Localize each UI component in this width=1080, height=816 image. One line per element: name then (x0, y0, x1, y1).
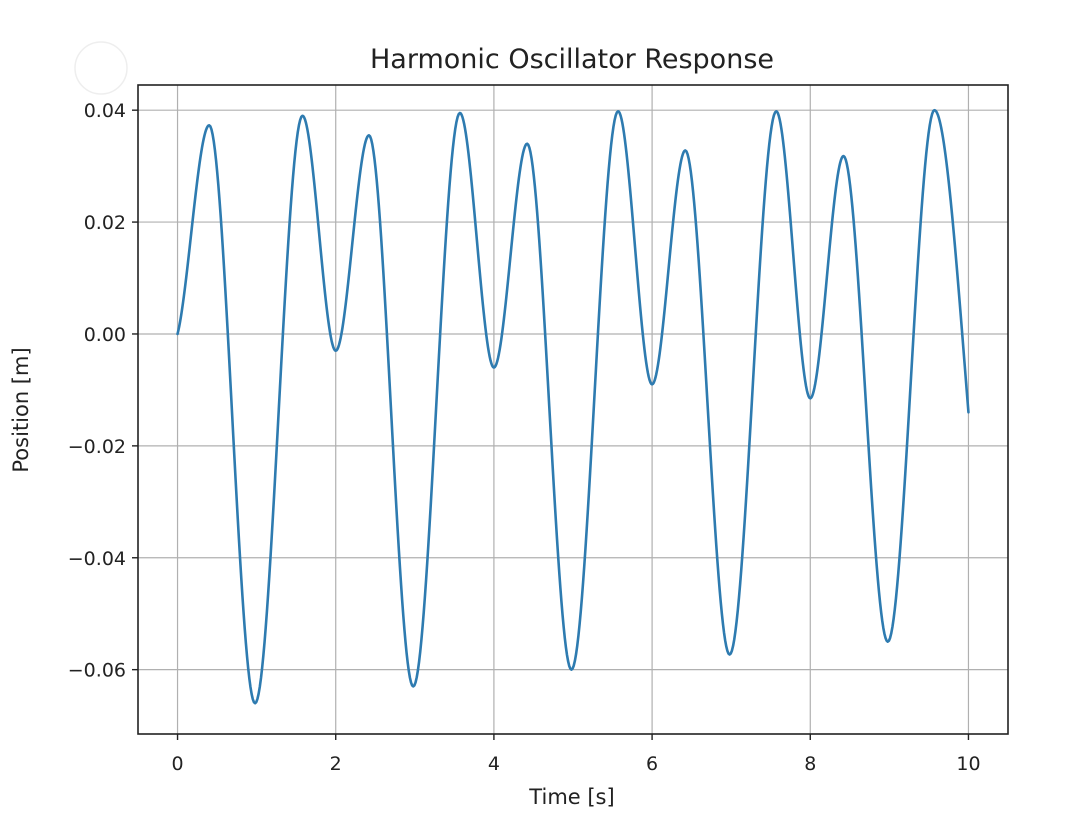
y-tick-label: 0.04 (84, 100, 126, 122)
x-tick-label: 0 (171, 753, 183, 775)
x-tick-label: 6 (646, 753, 658, 775)
y-axis-ticks: 0.04 0.02 0.00 −0.02 −0.04 −0.06 (68, 100, 138, 682)
series-layer (176, 108, 970, 705)
y-tick-label: −0.02 (68, 436, 126, 458)
series-line (176, 108, 970, 705)
y-tick-label: −0.04 (68, 548, 126, 570)
chart-title: Harmonic Oscillator Response (370, 44, 774, 75)
x-tick-label: 8 (804, 753, 816, 775)
y-axis-label: Position [m] (9, 347, 33, 472)
plot-area-frame (137, 84, 1009, 735)
x-tick-label: 10 (956, 753, 980, 775)
y-tick-label: 0.02 (84, 212, 126, 234)
circle-marker-icon (74, 41, 128, 95)
y-tick-label: −0.06 (68, 660, 126, 682)
x-tick-label: 4 (488, 753, 500, 775)
x-axis-label: Time [s] (528, 785, 614, 809)
x-axis-ticks: 0 2 4 6 8 10 (171, 734, 981, 775)
grid-lines (138, 85, 1008, 734)
x-tick-label: 2 (330, 753, 342, 775)
y-tick-label: 0.00 (84, 324, 126, 346)
